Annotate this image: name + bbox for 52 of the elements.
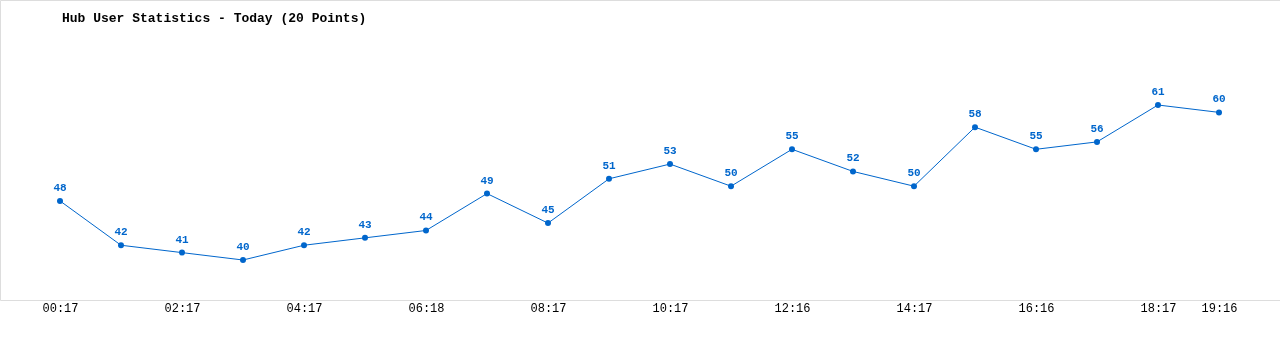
- x-tick-label: 02:17: [164, 301, 201, 316]
- x-tick-label: 18:17: [1140, 301, 1177, 316]
- point: [1216, 109, 1222, 116]
- data-label: 58: [968, 108, 982, 121]
- data-label: 42: [114, 226, 128, 239]
- data-label: 43: [358, 218, 372, 231]
- x-tick-label: 19:16: [1201, 301, 1238, 316]
- x-tick-label: 04:17: [286, 301, 323, 316]
- point: [57, 197, 63, 204]
- point: [606, 175, 612, 182]
- x-tick-label: 10:17: [652, 301, 689, 316]
- x-tick-label: 08:17: [530, 301, 567, 316]
- point: [911, 183, 917, 190]
- x-tick-label: 06:18: [408, 301, 445, 316]
- point: [667, 161, 673, 168]
- point: [1033, 146, 1039, 153]
- data-label: 50: [724, 167, 738, 180]
- data-label: 41: [175, 233, 189, 246]
- data-label: 40: [236, 241, 250, 253]
- data-label: 44: [419, 211, 433, 224]
- x-tick-label: 16:16: [1018, 301, 1055, 316]
- point: [1094, 138, 1100, 145]
- chart-title: Hub User Statistics - Today (20 Points): [62, 11, 367, 26]
- point: [972, 124, 978, 131]
- data-label: 56: [1090, 122, 1104, 135]
- data-label: 55: [1029, 130, 1043, 143]
- data-label: 60: [1212, 93, 1226, 106]
- point: [545, 220, 551, 227]
- data-label: 50: [907, 167, 921, 180]
- point: [728, 183, 734, 190]
- data-label: 55: [785, 130, 799, 143]
- point: [423, 227, 429, 234]
- point: [240, 257, 246, 263]
- data-label: 49: [480, 174, 494, 187]
- data-label: 48: [53, 181, 67, 194]
- point: [362, 234, 368, 241]
- point: [1155, 102, 1161, 108]
- x-tick-label: 12:16: [774, 301, 811, 316]
- data-label: 42: [297, 226, 311, 239]
- point: [301, 242, 307, 249]
- point: [118, 242, 124, 249]
- point: [789, 146, 795, 153]
- x-tick-label: 00:17: [42, 301, 79, 316]
- point: [484, 190, 490, 197]
- point: [850, 168, 856, 175]
- x-tick-label: 14:17: [896, 301, 933, 316]
- data-label: 61: [1151, 86, 1165, 98]
- point: [179, 249, 185, 256]
- data-label: 52: [846, 152, 860, 165]
- data-label: 45: [541, 204, 555, 217]
- data-label: 51: [602, 159, 616, 172]
- data-label: 53: [663, 145, 677, 158]
